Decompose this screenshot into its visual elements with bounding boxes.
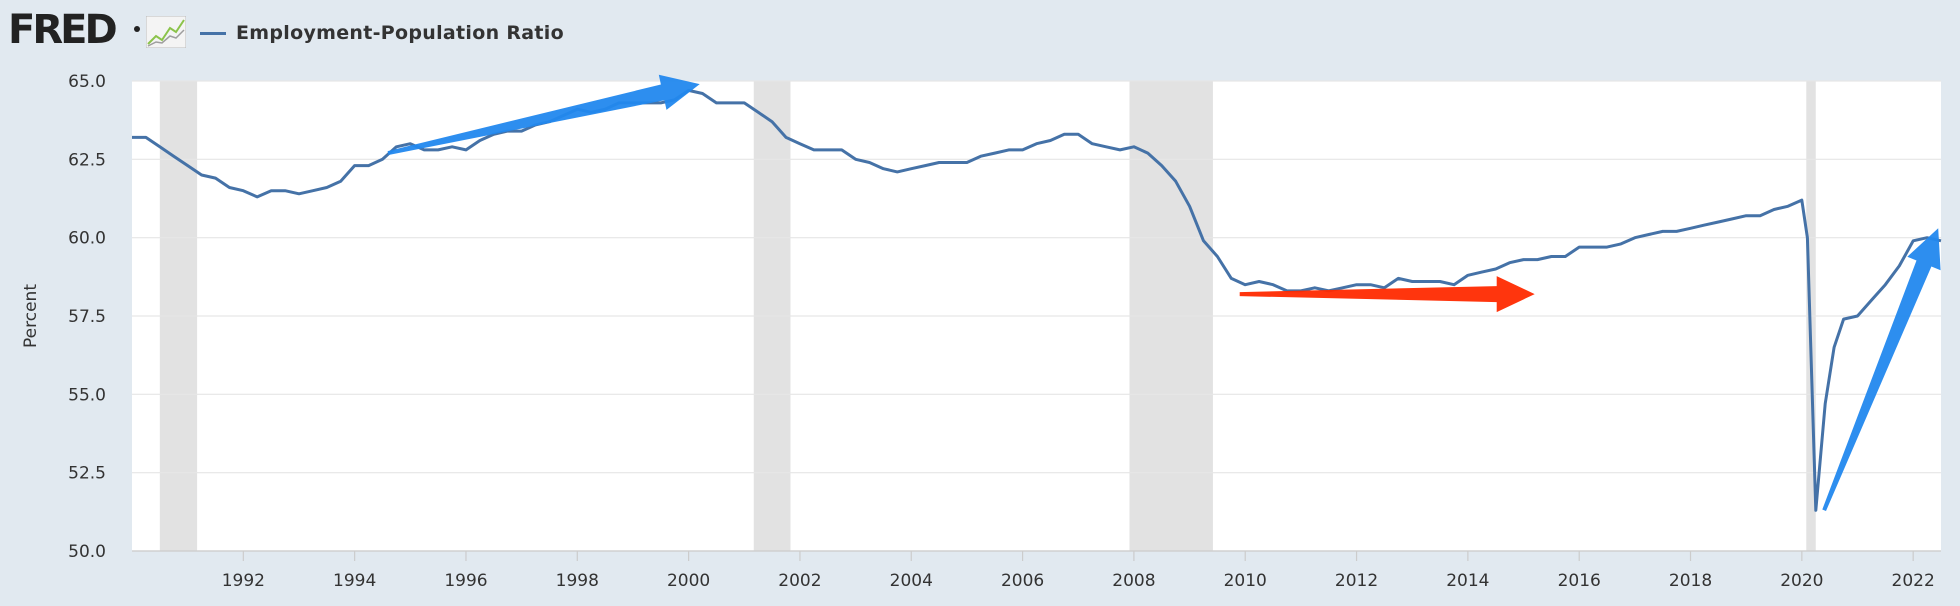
y-tick-label: 50.0 xyxy=(68,542,106,562)
annotation-arrow xyxy=(387,74,700,155)
legend-label: Employment-Population Ratio xyxy=(236,22,564,44)
series-lines xyxy=(132,88,1942,512)
annotation-arrows xyxy=(387,74,1941,512)
x-tick-label: 2010 xyxy=(1224,571,1267,591)
y-tick-label: 57.5 xyxy=(68,307,106,327)
y-tick-label: 65.0 xyxy=(68,72,106,92)
x-tick-label: 1998 xyxy=(556,571,599,591)
x-tick-label: 2004 xyxy=(890,571,933,591)
x-tick-label: 2018 xyxy=(1669,571,1712,591)
x-tick-label: 1992 xyxy=(222,571,265,591)
fred-logo[interactable]: FRED xyxy=(8,7,118,53)
x-tick-label: 1994 xyxy=(333,571,376,591)
legend[interactable]: Employment-Population Ratio xyxy=(200,18,564,48)
chart-header: FRED Employment-Population Ratio xyxy=(0,0,1960,62)
x-tick-label: 2022 xyxy=(1892,571,1935,591)
series-line xyxy=(132,88,1942,512)
x-tick-label: 2006 xyxy=(1001,571,1044,591)
y-tick-label: 55.0 xyxy=(68,385,106,405)
x-tick-label: 1996 xyxy=(444,571,487,591)
x-tick-label: 2020 xyxy=(1780,571,1823,591)
y-tick-label: 52.5 xyxy=(68,464,106,484)
y-axis-title: Percent xyxy=(21,284,41,348)
annotation-arrow xyxy=(1239,276,1535,313)
fred-logo-mark xyxy=(134,26,140,32)
x-tick-label: 2016 xyxy=(1558,571,1601,591)
legend-swatch xyxy=(200,31,226,35)
x-axis-ticks: 1992 1994 1996 1998 2000 2002 2004 2006 2008 2010… xyxy=(132,550,1941,591)
x-tick-label: 2012 xyxy=(1335,571,1378,591)
x-tick-label: 2000 xyxy=(667,571,710,591)
y-tick-label: 60.0 xyxy=(68,229,106,249)
annotation-arrow xyxy=(1822,228,1941,512)
fred-logo-graph-icon xyxy=(146,16,186,48)
x-tick-label: 2002 xyxy=(778,571,821,591)
x-tick-label: 2008 xyxy=(1112,571,1155,591)
y-tick-label: 62.5 xyxy=(68,150,106,170)
x-tick-label: 2014 xyxy=(1446,571,1489,591)
y-axis-ticks: 50.0 52.5 55.0 57.5 60.0 62.5 65.0 xyxy=(68,72,106,562)
